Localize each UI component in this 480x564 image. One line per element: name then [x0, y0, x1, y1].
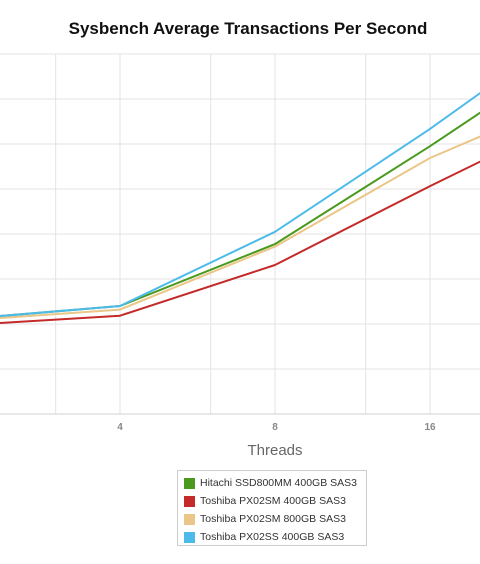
series-line — [0, 111, 480, 318]
series-line — [0, 91, 480, 318]
legend-item[interactable]: Toshiba PX02SS 400GB SAS3 — [184, 528, 366, 546]
chart-title: Sysbench Average Transactions Per Second — [68, 19, 428, 38]
legend-label: Hitachi SSD800MM 400GB SAS3 — [200, 477, 357, 489]
legend-item[interactable]: Toshiba PX02SM 800GB SAS3 — [184, 510, 366, 528]
series-line — [0, 160, 480, 324]
legend-swatch — [184, 495, 195, 507]
legend-item[interactable]: Toshiba PX02SM 400GB SAS3 — [184, 492, 366, 510]
legend-swatch — [184, 531, 195, 543]
legend-label: Toshiba PX02SS 400GB SAS3 — [200, 531, 345, 543]
legend-label: Toshiba PX02SM 800GB SAS3 — [200, 513, 346, 525]
x-tick-label: 4 — [117, 422, 123, 433]
legend-swatch — [184, 477, 195, 489]
legend-label: Toshiba PX02SM 400GB SAS3 — [200, 495, 346, 507]
x-tick-label: 16 — [424, 422, 436, 433]
series-line — [0, 135, 480, 319]
line-chart: 4 8 16 Threads — [0, 53, 480, 459]
x-axis-title: Threads — [247, 442, 302, 459]
legend-swatch — [184, 513, 195, 525]
legend-item[interactable]: Hitachi SSD800MM 400GB SAS3 — [184, 474, 366, 492]
chart-legend: Hitachi SSD800MM 400GB SAS3 Toshiba PX02S… — [177, 470, 367, 546]
x-tick-label: 8 — [272, 422, 278, 433]
